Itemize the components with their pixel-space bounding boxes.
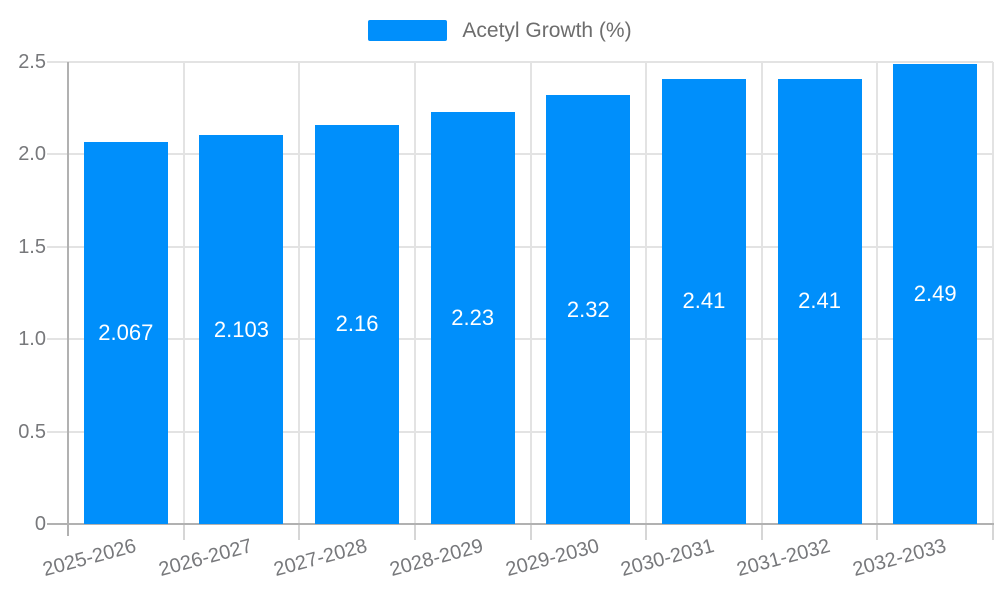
bar-2029-2030[interactable]	[546, 95, 631, 524]
x-axis-label-2026-2027: 2026-2027	[156, 534, 255, 581]
gridline-horizontal	[47, 338, 993, 341]
x-axis-line	[47, 523, 994, 525]
gridline-vertical	[182, 62, 185, 524]
x-axis-tick	[298, 525, 301, 540]
gridline-horizontal	[47, 153, 993, 156]
gridline-vertical	[876, 62, 879, 524]
x-axis-label-2030-2031: 2030-2031	[618, 534, 717, 581]
bar-2028-2029[interactable]	[430, 111, 515, 524]
legend: Acetyl Growth (%)	[0, 20, 1000, 41]
x-axis-tick	[182, 525, 185, 540]
x-axis-tick	[760, 525, 763, 540]
y-axis-label: 1.5	[18, 235, 46, 258]
gridline-vertical	[298, 62, 301, 524]
x-axis-tick	[645, 525, 648, 540]
y-axis-label: 1.0	[18, 328, 46, 351]
x-axis-label-2032-2033: 2032-2033	[850, 534, 949, 581]
y-axis-label: 0.5	[18, 420, 46, 443]
y-axis-line	[67, 62, 69, 536]
gridline-vertical	[992, 62, 994, 524]
bar-2027-2028[interactable]	[315, 124, 400, 524]
legend-item-acetyl-growth[interactable]: Acetyl Growth (%)	[368, 19, 632, 42]
bar-2030-2031[interactable]	[661, 78, 746, 524]
legend-label: Acetyl Growth (%)	[462, 19, 632, 42]
gridline-vertical	[413, 62, 416, 524]
gridline-vertical	[529, 62, 532, 524]
x-axis-tick	[529, 525, 532, 540]
gridline-vertical	[645, 62, 648, 524]
x-axis-label-2028-2029: 2028-2029	[387, 534, 486, 581]
x-axis-label-2025-2026: 2025-2026	[40, 534, 139, 581]
bar-2032-2033[interactable]	[893, 63, 978, 524]
y-axis-label: 2.0	[18, 143, 46, 166]
gridline-horizontal	[47, 245, 993, 248]
y-axis-label: 2.5	[18, 51, 46, 73]
bar-2025-2026[interactable]	[83, 142, 168, 524]
x-axis-tick	[992, 525, 994, 540]
x-axis-tick	[876, 525, 879, 540]
bar-2026-2027[interactable]	[199, 135, 284, 524]
x-axis-label-2031-2032: 2031-2032	[734, 534, 833, 581]
x-axis-label-2029-2030: 2029-2030	[503, 534, 602, 581]
legend-swatch	[368, 20, 448, 41]
y-axis-label: 0	[34, 513, 46, 535]
gridline-horizontal	[47, 430, 993, 433]
gridline-vertical	[760, 62, 763, 524]
bar-2031-2032[interactable]	[777, 78, 862, 524]
x-axis-tick	[413, 525, 416, 540]
x-axis-label-2027-2028: 2027-2028	[271, 534, 371, 581]
gridline-horizontal	[47, 61, 993, 63]
